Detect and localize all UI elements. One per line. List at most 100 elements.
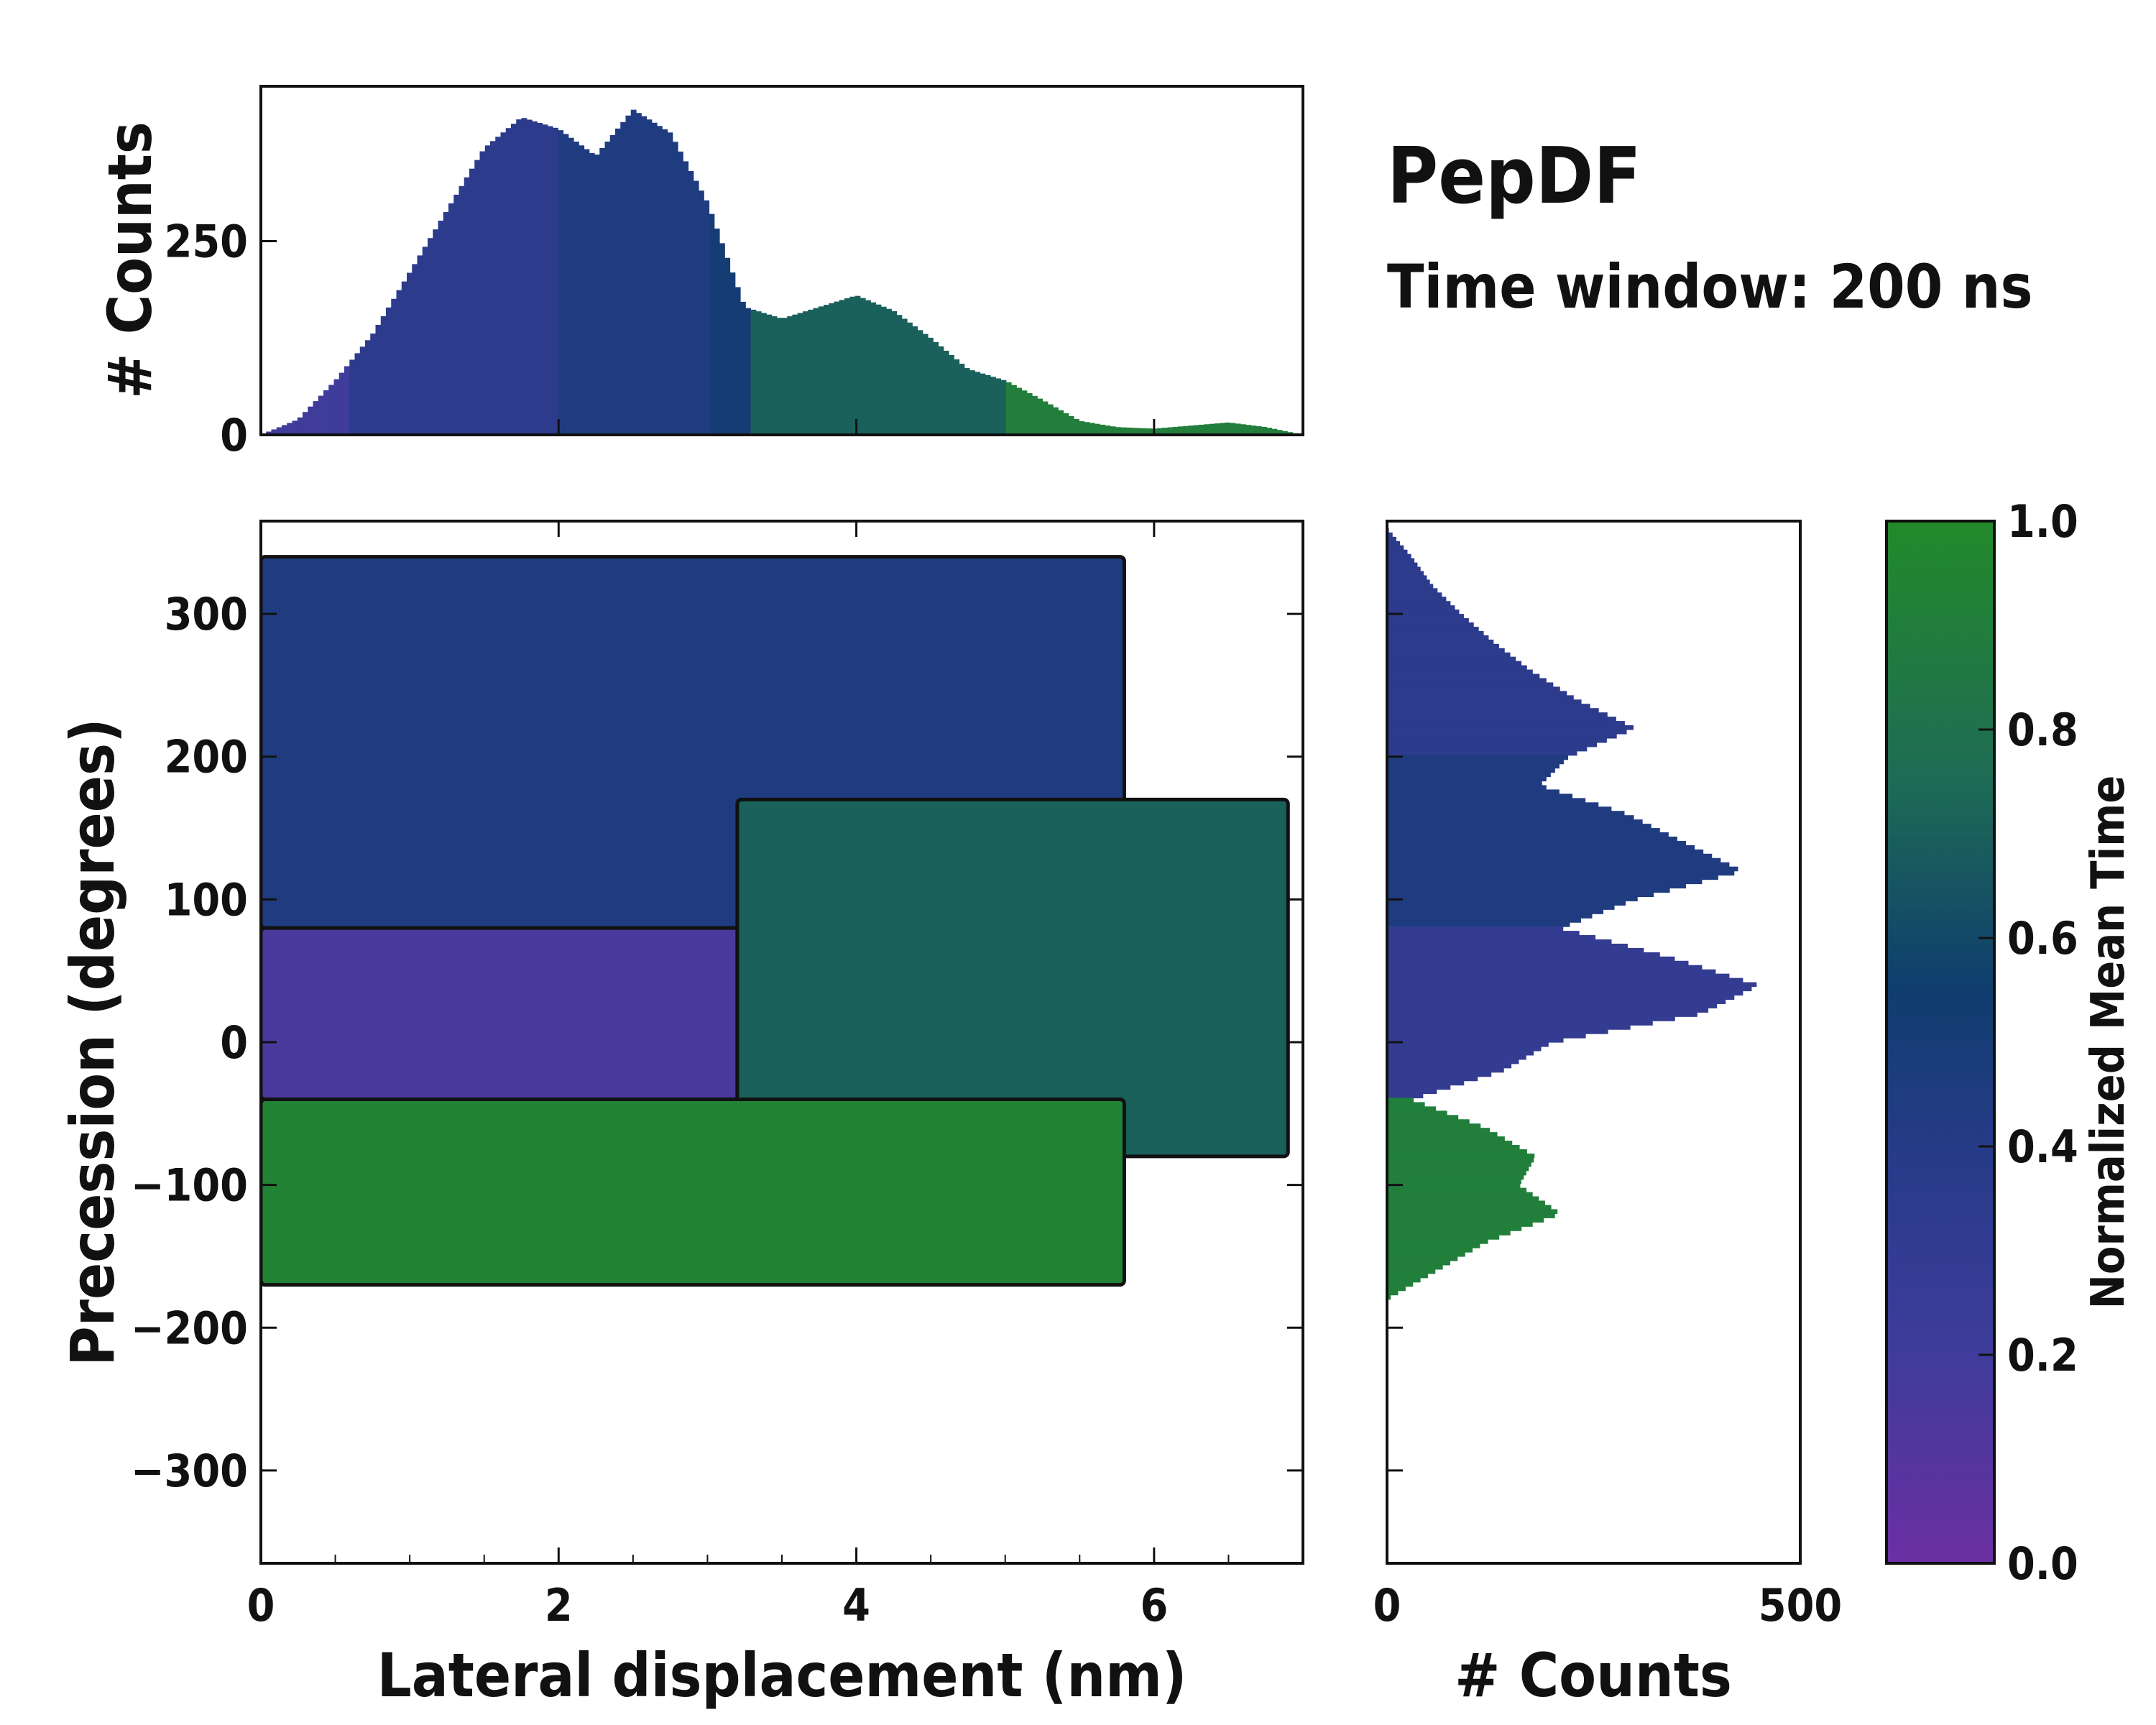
right-hist-bar (1387, 1059, 1519, 1064)
right-hist-bar (1387, 931, 1580, 936)
right-hist-bar (1387, 545, 1404, 551)
right-hist-bar (1387, 1046, 1542, 1052)
right-hist-bar (1387, 1277, 1421, 1283)
y-tick-label: 0 (220, 1016, 248, 1069)
top-hist-bar (688, 171, 694, 435)
top-hist-bar (641, 116, 648, 435)
top-hist-bar (354, 353, 361, 435)
top-hist-bar (370, 334, 377, 435)
top-hist-bar (1193, 425, 1199, 435)
main-ylabel: Precession (degrees) (57, 718, 128, 1366)
top-hist-bar (604, 141, 611, 435)
right-hist-bar (1387, 815, 1634, 820)
top-hist-bar (834, 301, 840, 435)
top-hist-bar (563, 134, 569, 435)
right-hist-bar (1387, 571, 1424, 576)
right-hist-bar (1387, 1012, 1697, 1017)
top-hist-bar (1256, 426, 1262, 435)
top-hist-bar (678, 151, 683, 435)
top-hist-bar (266, 431, 272, 435)
top-hist-bar (547, 126, 553, 435)
right-hist-bar (1387, 730, 1627, 735)
top-hist-bar (646, 119, 653, 435)
colorbar-tick-label: 0.4 (2007, 1121, 2078, 1173)
right-hist-bar (1387, 1179, 1521, 1184)
right-hist-bar (1387, 742, 1598, 748)
top-hist-bar (954, 359, 960, 435)
right-hist-bar (1387, 1235, 1500, 1240)
x-tick-label: 0 (247, 1579, 275, 1632)
right-hist-bar (1387, 875, 1718, 880)
top-hist-bar (1162, 428, 1169, 435)
top-hist-bar (1245, 425, 1252, 435)
top-hist-bar (657, 126, 663, 436)
top-hist-bar (287, 423, 293, 435)
right-hist-bar (1387, 656, 1516, 662)
right-hist-bar (1387, 802, 1599, 807)
right-x-tick-label: 500 (1759, 1579, 1842, 1632)
top-hist-bar (1271, 428, 1278, 435)
top-hist-bar (985, 374, 991, 435)
chart-title: PepDF (1387, 132, 1641, 221)
top-hist-bar (401, 281, 407, 435)
top-hist-bar (625, 115, 632, 436)
top-hist-bar (839, 300, 845, 435)
right-hist-bar (1387, 699, 1582, 704)
right-hist-bar (1387, 870, 1735, 876)
right-hist-bar (1387, 1034, 1586, 1039)
top-hist-bar (453, 194, 460, 435)
right-hist-bar (1387, 1222, 1533, 1227)
top-hist-bar (1266, 428, 1273, 435)
top-histogram-frame (259, 85, 1304, 436)
right-hist-bar (1387, 566, 1421, 572)
top-hist-bar (1130, 428, 1137, 435)
right-hist-bar (1387, 592, 1442, 597)
right-hist-bar (1387, 763, 1560, 769)
top-hist-bar (917, 330, 923, 435)
top-hist-bar (516, 119, 522, 435)
top-hist-bar (975, 372, 981, 435)
right-hist-bar (1387, 892, 1654, 897)
top-hist-bar (714, 229, 720, 435)
top-hist-bar (490, 141, 496, 435)
right-hist-bar (1387, 1038, 1564, 1043)
top-hist-bar (912, 326, 918, 435)
top-hist-bar (969, 370, 975, 435)
right-hist-bar (1387, 1115, 1459, 1120)
right-hist-bar (1387, 789, 1560, 794)
right-hist-bar (1387, 947, 1644, 953)
right-hist-bar (1387, 601, 1451, 606)
right-hist-bar (1387, 1290, 1399, 1296)
top-hist-bar (526, 119, 533, 435)
top-hist-bar (667, 132, 673, 436)
top-hist-bar (365, 340, 371, 435)
top-hist-bar (1110, 426, 1116, 435)
top-hist-bar (599, 148, 606, 436)
right-hist-bar (1387, 845, 1695, 850)
top-hist-bar (474, 160, 481, 436)
right-hist-bar (1387, 999, 1726, 1004)
y-tick-label: −200 (131, 1302, 248, 1354)
right-hist-bar (1387, 750, 1577, 756)
top-hist-bar (1261, 426, 1267, 435)
top-hist-bar (1011, 385, 1017, 435)
right-hist-bar (1387, 1093, 1424, 1099)
right-hist-bar (1387, 579, 1430, 584)
right-hist-bar (1387, 1141, 1513, 1146)
chart-subtitle: Time window: 200 ns (1387, 252, 2032, 322)
top-y-tick-label: 0 (220, 409, 248, 461)
top-hist-bar (719, 243, 725, 435)
top-hist-bar (344, 366, 350, 435)
top-hist-bar (808, 309, 814, 435)
right-hist-bar (1387, 798, 1586, 803)
top-hist-bar (479, 151, 486, 436)
top-hist-bar (1204, 424, 1210, 435)
right-hist-bar (1387, 1029, 1608, 1034)
top-hist-bar (1068, 415, 1074, 435)
top-hist-bar (537, 123, 543, 435)
top-hist-bar (1042, 401, 1049, 435)
right-hist-bar (1387, 618, 1469, 623)
right-hist-bar (1387, 956, 1675, 962)
top-hist-bar (1136, 428, 1142, 435)
